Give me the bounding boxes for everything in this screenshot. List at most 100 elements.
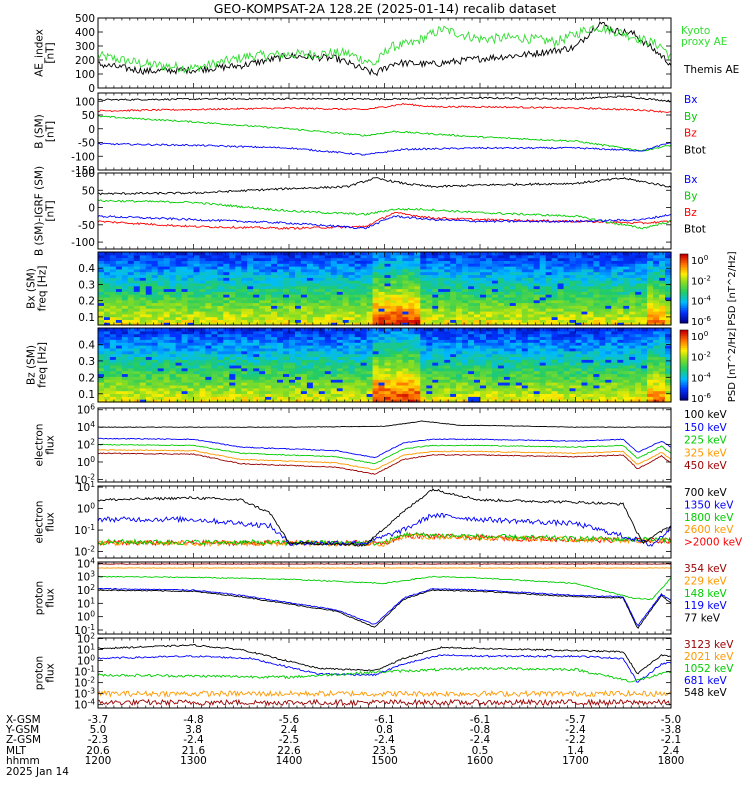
spectrogram-cell [217,277,224,281]
spectrogram-cell [629,282,636,287]
spectrogram-cell [104,347,111,352]
spectrogram-cell [348,305,356,309]
spectrogram-cell [348,393,356,397]
spectrogram-cell [265,313,272,318]
spectrogram-cell [217,319,224,323]
spectrogram-cell [456,379,463,383]
spectrogram-cell [527,266,535,270]
spectrogram-cell [653,291,660,295]
spectrogram-cell [229,396,236,400]
spectrogram-cell [217,370,224,375]
spectrogram-cell [491,313,499,318]
spectrogram-cell [109,350,117,355]
spectrogram-cell [324,319,332,323]
spectrogram-cell [318,268,326,273]
spectrogram-cell [336,271,344,276]
spectrogram-cell [312,271,320,276]
spectrogram-cell [163,288,171,292]
spectrogram-cell [587,268,594,273]
spectrogram-cell [241,263,248,267]
spectrogram-cell [342,345,350,349]
spectrogram-cell [468,379,475,383]
spectrogram-cell [187,362,195,366]
spectrogram-cell [211,350,218,355]
spectrogram-cell [509,282,517,287]
spectrogram-cell [432,390,439,394]
spectrogram-cell [336,347,344,352]
spectrogram-cell [647,274,654,278]
spectrogram-cell [360,353,368,357]
spectrogram-cell [426,316,433,320]
spectrogram-cell [414,294,421,298]
spectrogram-cell [181,294,189,298]
spectrogram-cell [491,308,499,312]
spectrogram-cell [396,359,403,363]
spectrogram-cell [342,396,350,400]
spectrogram-cell [271,285,278,290]
spectrogram-cell [157,379,165,383]
spectrogram-cell [635,271,642,276]
spectrogram-cell [336,387,344,392]
spectrogram-cell [468,288,475,292]
spectrogram-cell [295,328,302,332]
spectrogram-cell [121,359,129,363]
spectrogram-cell [486,379,493,383]
spectrogram-cell [217,353,224,357]
spectrogram-cell [336,274,344,278]
spectrogram-cell [551,263,559,267]
spectrogram-cell [312,359,320,363]
spectrogram-cell [491,384,499,389]
spectrogram-cell [509,260,517,264]
spectrogram-cell [545,285,553,290]
spectrogram-cell [318,254,326,259]
spectrogram-cell [533,291,541,295]
spectrogram-cell [205,291,212,295]
spectrogram-cell [324,328,332,332]
spectrogram-cell [163,333,171,338]
spectrogram-cell [157,274,165,278]
spectrogram-cell [599,296,606,301]
spectrogram-cell [127,271,135,276]
spectrogram-cell [426,322,433,326]
spectrogram-cell [384,299,392,304]
spectrogram-cell [384,342,392,346]
spectrogram-cell [563,302,571,306]
spectrogram-cell [187,294,195,298]
spectrogram-cell [635,260,642,264]
spectrogram-cell [253,396,260,400]
spectrogram-cell [390,347,398,352]
spectrogram-cell [342,339,350,343]
spectrogram-cell [414,319,421,323]
spectrogram-cell [151,379,159,383]
spectrogram-cell [283,339,290,343]
spectrogram-cell [241,274,248,278]
spectrogram-cell [193,274,201,278]
spectrogram-cell [521,319,529,323]
spectrogram-cell [336,384,344,389]
spectrogram-cell [312,367,320,372]
spectrogram-cell [163,376,171,380]
spectrogram-cell [396,379,403,383]
spectrogram-cell [581,274,589,278]
spectrogram-cell [468,274,475,278]
spectrogram-cell [402,311,409,315]
spectrogram-cell [360,367,368,372]
spectrogram-cell [402,299,409,304]
spectrogram-cell [497,291,505,295]
spectrogram-cell [432,268,439,273]
colorbar-segment [680,281,688,284]
y-axis-label: B (SM)[nT] [34,114,57,148]
spectrogram-cell [265,393,272,397]
spectrogram-cell [330,330,338,335]
spectrogram-cell [474,319,481,323]
spectrogram-cell [354,399,362,403]
spectrogram-cell [635,252,642,256]
spectrogram-cell [109,399,117,403]
spectrogram-cell [545,316,553,320]
spectrogram-cell [659,319,666,323]
spectrogram-cell [432,305,439,309]
spectrogram-cell [414,330,421,335]
spectrogram-cell [348,396,356,400]
spectrogram-cell [527,299,535,304]
spectrogram-cell [414,308,421,312]
